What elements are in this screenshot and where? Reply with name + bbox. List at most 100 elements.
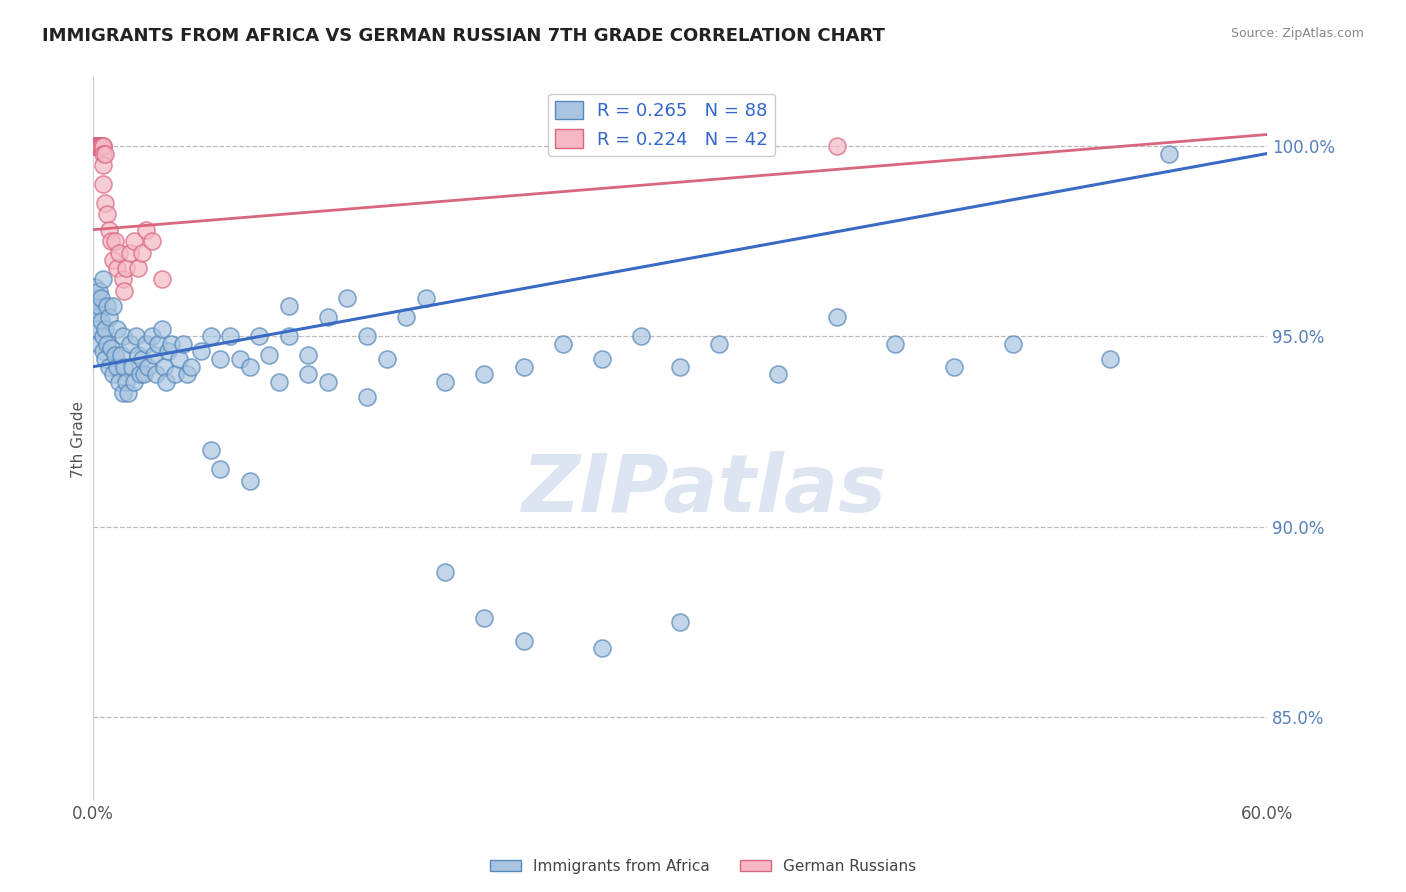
Point — [249, 329, 271, 343]
Point — [375, 352, 398, 367]
Point — [110, 348, 132, 362]
Point — [87, 284, 110, 298]
Point — [512, 633, 534, 648]
Point — [474, 368, 496, 382]
Point — [176, 368, 198, 382]
Point — [86, 139, 108, 153]
Point — [591, 641, 613, 656]
Point — [1099, 352, 1122, 367]
Point — [100, 234, 122, 248]
Point — [152, 359, 174, 374]
Point — [316, 375, 339, 389]
Point — [131, 352, 153, 367]
Point — [115, 375, 138, 389]
Point — [87, 139, 110, 153]
Point — [120, 337, 142, 351]
Point — [669, 615, 692, 629]
Point — [117, 386, 139, 401]
Point — [825, 139, 848, 153]
Point — [87, 139, 110, 153]
Point — [219, 329, 242, 343]
Text: Source: ZipAtlas.com: Source: ZipAtlas.com — [1230, 27, 1364, 40]
Point — [91, 344, 114, 359]
Point — [209, 462, 232, 476]
Point — [111, 272, 134, 286]
Point — [135, 222, 157, 236]
Point — [90, 139, 112, 153]
Point — [87, 139, 110, 153]
Point — [200, 329, 222, 343]
Point — [141, 234, 163, 248]
Point — [160, 337, 183, 351]
Point — [356, 390, 378, 404]
Point — [146, 337, 169, 351]
Point — [122, 234, 145, 248]
Point — [1001, 337, 1024, 351]
Point — [129, 368, 152, 382]
Point — [141, 329, 163, 343]
Point — [297, 368, 319, 382]
Point — [84, 302, 107, 317]
Point — [825, 310, 848, 325]
Point — [630, 329, 652, 343]
Point — [415, 291, 437, 305]
Point — [86, 291, 108, 305]
Point — [434, 375, 457, 389]
Point — [356, 329, 378, 343]
Point — [105, 321, 128, 335]
Point — [90, 139, 112, 153]
Point — [336, 291, 359, 305]
Point — [551, 337, 574, 351]
Point — [512, 359, 534, 374]
Point — [111, 329, 134, 343]
Point — [91, 329, 114, 343]
Point — [90, 139, 112, 153]
Point — [121, 359, 143, 374]
Text: IMMIGRANTS FROM AFRICA VS GERMAN RUSSIAN 7TH GRADE CORRELATION CHART: IMMIGRANTS FROM AFRICA VS GERMAN RUSSIAN… — [42, 27, 884, 45]
Point — [239, 359, 262, 374]
Point — [125, 329, 148, 343]
Point — [155, 375, 177, 389]
Point — [239, 474, 262, 488]
Point — [90, 314, 112, 328]
Point — [86, 310, 108, 325]
Point — [94, 146, 117, 161]
Point — [766, 368, 789, 382]
Point — [91, 139, 114, 153]
Point — [90, 291, 112, 305]
Point — [200, 443, 222, 458]
Point — [87, 139, 110, 153]
Point — [90, 139, 112, 153]
Point — [257, 348, 280, 362]
Point — [747, 139, 769, 153]
Point — [97, 359, 120, 374]
Point — [94, 321, 117, 335]
Point — [707, 337, 730, 351]
Point — [86, 139, 108, 153]
Point — [277, 329, 299, 343]
Point — [150, 272, 173, 286]
Point — [277, 299, 299, 313]
Point — [97, 222, 120, 236]
Point — [96, 207, 118, 221]
Point — [87, 139, 110, 153]
Point — [105, 260, 128, 275]
Point — [127, 348, 149, 362]
Point — [91, 146, 114, 161]
Point — [84, 139, 107, 153]
Point — [86, 321, 108, 335]
Point — [267, 375, 290, 389]
Point — [87, 337, 110, 351]
Point — [115, 260, 138, 275]
Point — [190, 344, 212, 359]
Legend: R = 0.265   N = 88, R = 0.224   N = 42: R = 0.265 N = 88, R = 0.224 N = 42 — [548, 94, 775, 156]
Point — [90, 139, 112, 153]
Point — [122, 375, 145, 389]
Point — [114, 359, 136, 374]
Point — [120, 245, 142, 260]
Point — [150, 321, 173, 335]
Point — [84, 280, 107, 294]
Point — [96, 299, 118, 313]
Point — [86, 139, 108, 153]
Legend: Immigrants from Africa, German Russians: Immigrants from Africa, German Russians — [484, 853, 922, 880]
